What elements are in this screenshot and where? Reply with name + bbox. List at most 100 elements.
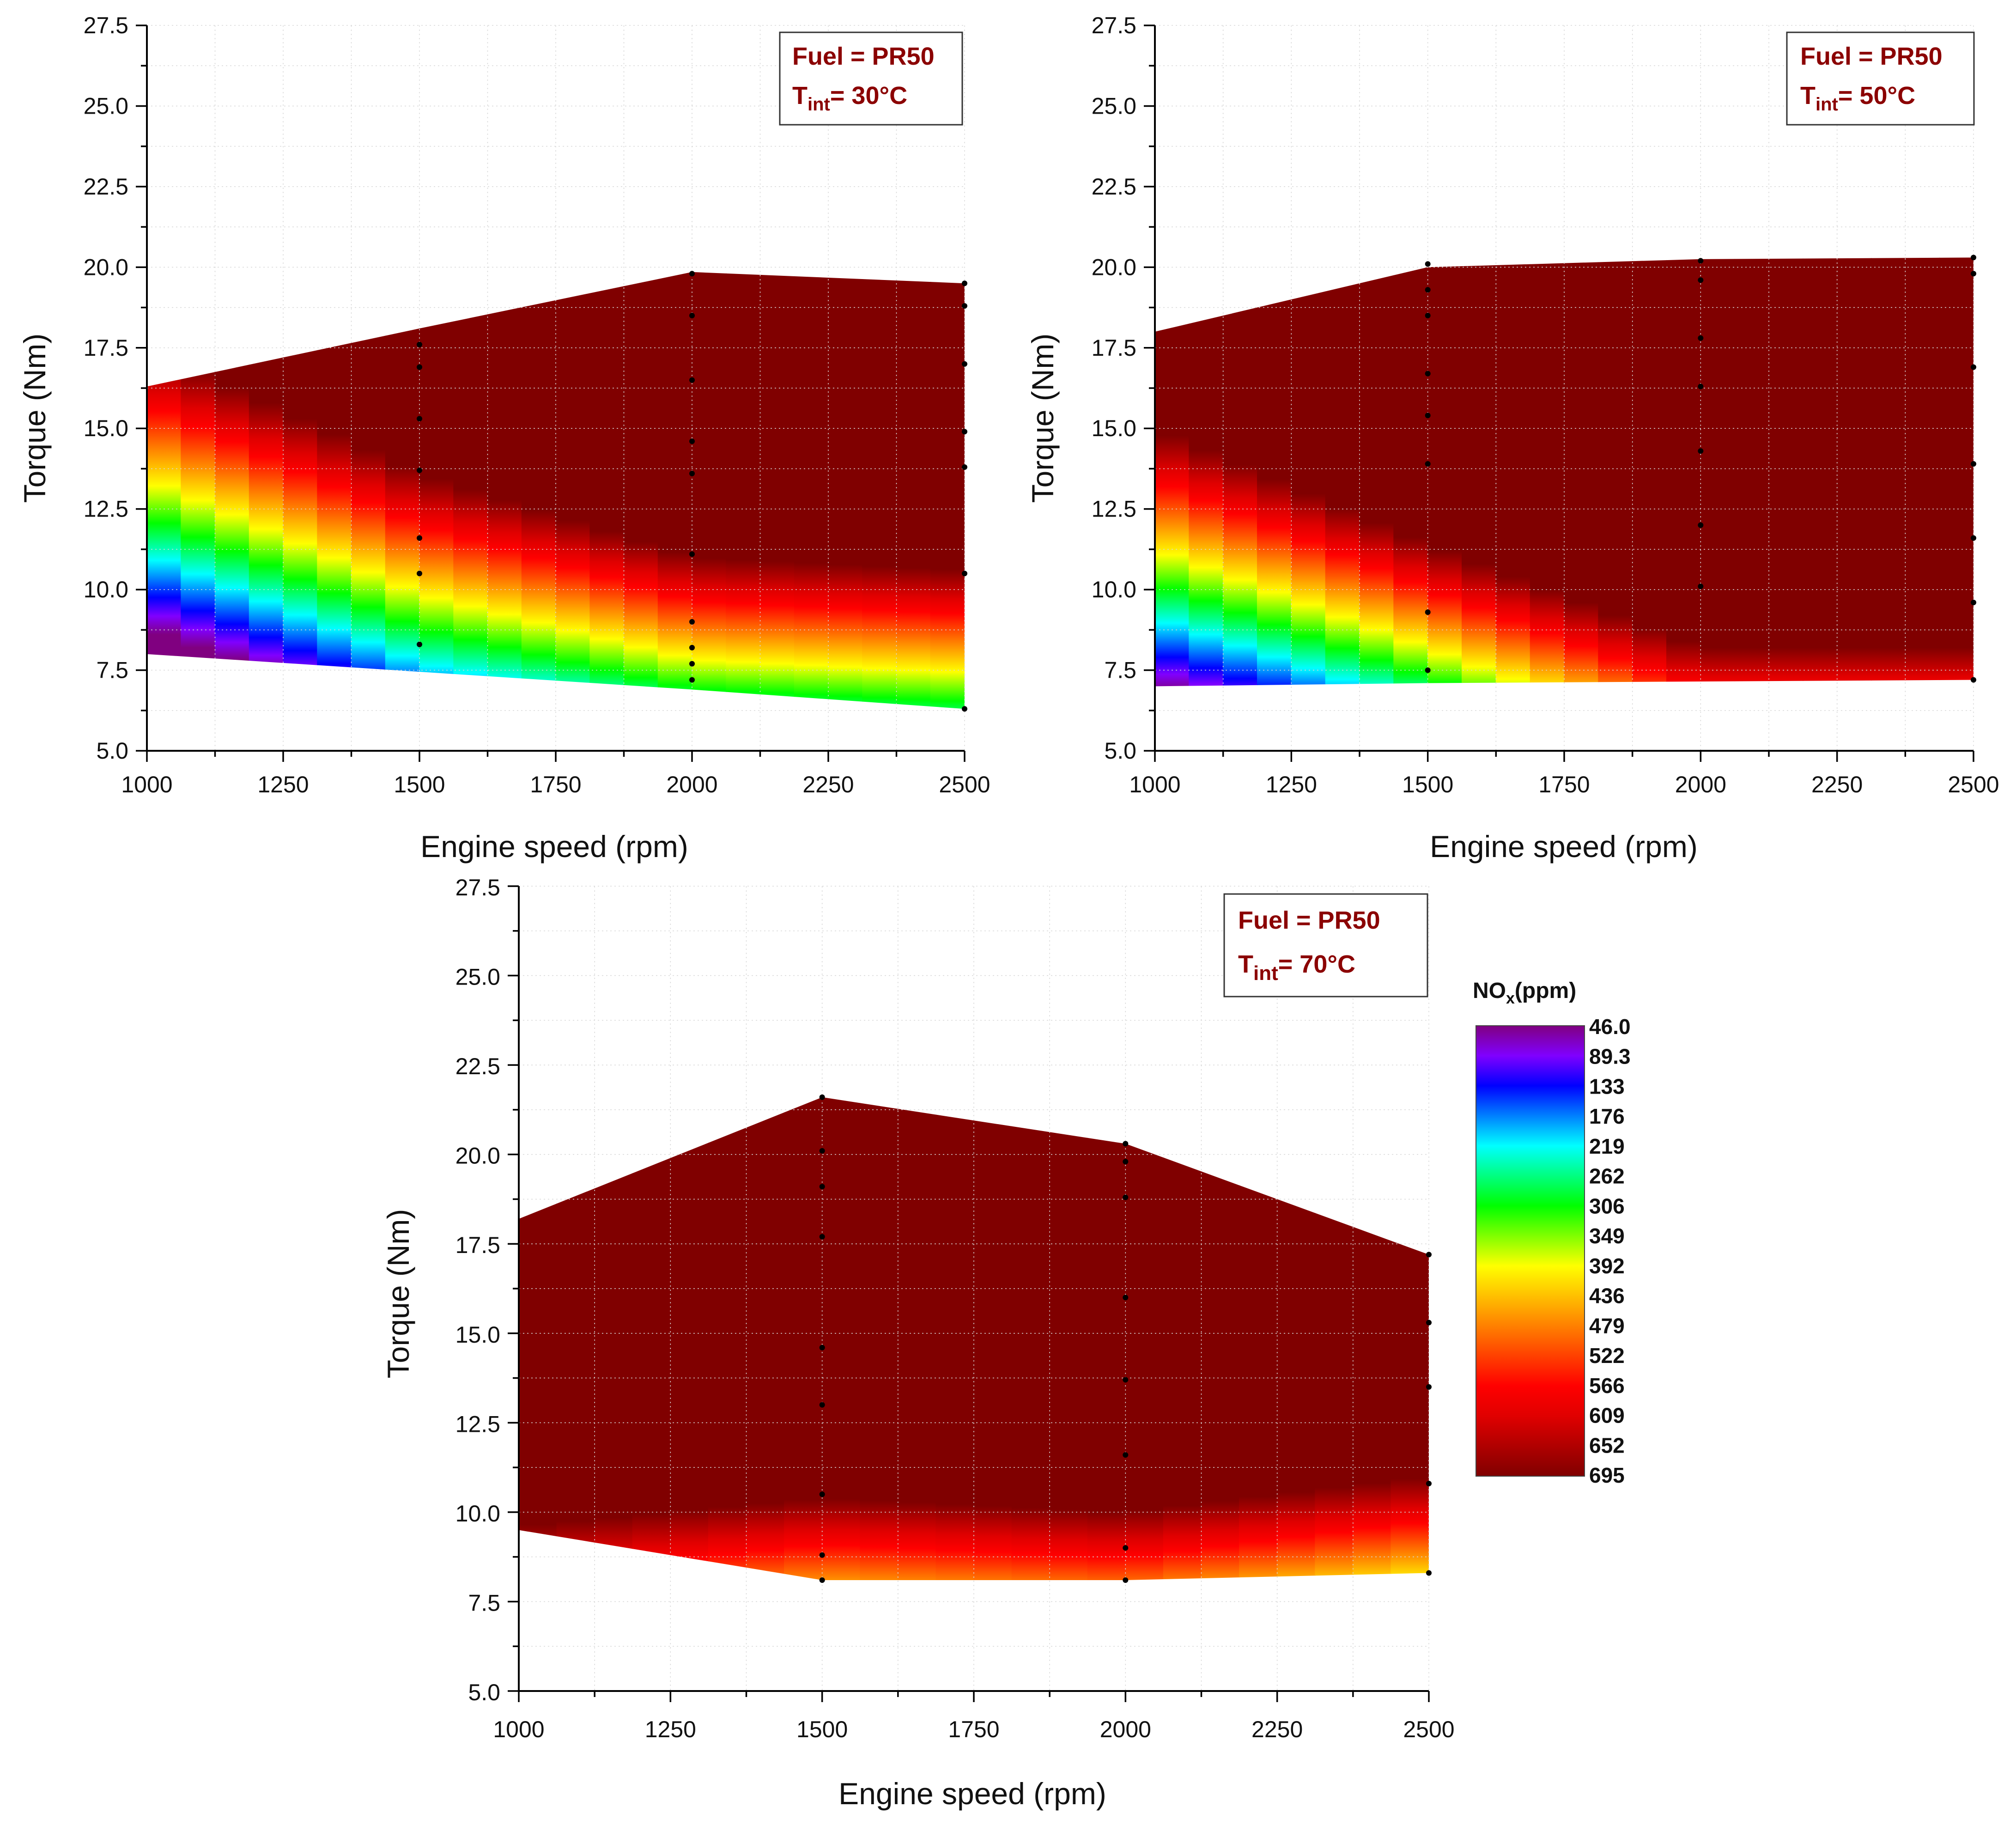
colorbar-label: 436: [1589, 1284, 1625, 1308]
data-point: [1425, 371, 1431, 377]
colorbar-label: 566: [1589, 1374, 1625, 1398]
y-tick-label: 27.5: [84, 12, 128, 38]
colorbar-title-suffix: (ppm): [1515, 979, 1576, 1003]
colorbar-label: 306: [1589, 1194, 1625, 1218]
y-tick-label: 7.5: [1104, 657, 1136, 683]
colorbar-label: 89.3: [1589, 1045, 1631, 1069]
data-point: [1425, 287, 1431, 293]
x-tick-label: 1750: [1538, 772, 1590, 797]
y-tick-label: 12.5: [1092, 496, 1136, 522]
axes: [136, 24, 965, 762]
data-point: [1971, 535, 1976, 541]
data-point: [962, 429, 967, 435]
data-point: [819, 1577, 825, 1583]
data-point: [417, 641, 422, 647]
y-tick-label: 10.0: [1092, 577, 1136, 602]
annotation-box: Fuel = PR50 Tint= 70°C: [1223, 893, 1428, 998]
x-tick-label: 1500: [796, 1716, 848, 1742]
tint-sub: int: [1816, 94, 1838, 115]
x-tick-label: 2500: [1403, 1716, 1454, 1742]
y-tick-label: 15.0: [84, 415, 128, 441]
data-point: [1698, 335, 1704, 341]
data-point: [1698, 383, 1704, 389]
y-tick-label: 5.0: [96, 738, 128, 764]
y-tick-label: 12.5: [84, 496, 128, 522]
colorbar-label: 349: [1589, 1224, 1625, 1248]
x-tick-label: 1250: [257, 772, 309, 797]
y-tick-label: 7.5: [96, 657, 128, 683]
data-point: [417, 571, 422, 577]
tint-value: = 50°C: [1838, 82, 1915, 110]
data-point: [1971, 255, 1976, 261]
y-tick-label: 25.0: [455, 964, 500, 990]
y-tick-label: 10.0: [455, 1501, 500, 1527]
data-point: [962, 571, 967, 577]
y-tick-label: 5.0: [468, 1679, 500, 1705]
axes: [1144, 24, 1974, 762]
y-tick-label: 10.0: [84, 577, 128, 602]
measurement-points: [417, 271, 967, 712]
y-tick-labels: 5.0 7.5 10.0 12.5 15.0 17.5 20.0 22.5 25.0 27.5: [455, 875, 500, 1705]
colorbar-label: 479: [1589, 1314, 1625, 1338]
colorbar-label: 46.0: [1589, 1015, 1631, 1039]
data-point: [1426, 1481, 1432, 1486]
y-tick-label: 17.5: [1092, 335, 1136, 361]
data-point: [962, 280, 967, 286]
y-axis-title: Torque (Nm): [18, 334, 52, 503]
y-tick-label: 20.0: [84, 254, 128, 280]
colorbar-title-sub: x: [1506, 990, 1515, 1007]
data-point: [819, 1552, 825, 1558]
data-point: [1425, 667, 1431, 673]
data-point: [1698, 277, 1704, 283]
y-tick-label: 20.0: [1092, 254, 1136, 280]
data-point: [1123, 1577, 1129, 1583]
tint-label: Tint= 50°C: [1800, 82, 1915, 115]
x-tick-label: 2000: [666, 772, 717, 797]
measurement-points: [819, 1094, 1432, 1583]
colorbar-label: 522: [1589, 1344, 1625, 1368]
data-point: [819, 1344, 825, 1350]
data-point: [962, 361, 967, 367]
x-tick-label: 1500: [394, 772, 445, 797]
data-point: [1425, 413, 1431, 419]
x-tick-label: 1500: [1402, 772, 1453, 797]
colorbar-label: 392: [1589, 1254, 1625, 1278]
tint-value: = 30°C: [830, 82, 907, 110]
data-point: [1426, 1320, 1432, 1326]
x-tick-label: 1250: [645, 1716, 696, 1742]
y-tick-label: 17.5: [84, 335, 128, 361]
y-tick-labels: 5.0 7.5 10.0 12.5 15.0 17.5 20.0 22.5 25.0 27.5: [1092, 12, 1136, 764]
colorbar-label: 176: [1589, 1104, 1625, 1128]
data-point: [1425, 313, 1431, 318]
colorbar-label: 695: [1589, 1463, 1625, 1487]
x-tick-label: 1000: [1129, 772, 1180, 797]
colorbar-labels: 46.0 89.3 133 176 219 262 306 349 392 436 479 522 56…: [1589, 1015, 1631, 1487]
x-tick-label: 1000: [493, 1716, 544, 1742]
tint-prefix: T: [792, 82, 808, 110]
annotation-box: Fuel = PR50 Tint= 50°C: [1786, 31, 1975, 126]
data-point: [1425, 609, 1431, 615]
fuel-label: Fuel = PR50: [792, 43, 935, 70]
data-point: [819, 1491, 825, 1497]
data-point: [1123, 1159, 1129, 1165]
x-tick-label: 2250: [1251, 1716, 1303, 1742]
y-tick-label: 17.5: [455, 1232, 500, 1258]
data-point: [417, 341, 422, 347]
data-point: [819, 1148, 825, 1154]
x-axis-title: Engine speed (rpm): [838, 1776, 1106, 1811]
annotation-box: Fuel = PR50 Tint= 30°C: [779, 31, 963, 126]
x-tick-label: 2500: [939, 772, 990, 797]
colorbar-title-prefix: NO: [1473, 979, 1506, 1003]
data-point: [1425, 461, 1431, 467]
tint-sub: int: [1253, 962, 1278, 985]
data-point: [1123, 1452, 1129, 1458]
colorbar-label: 609: [1589, 1404, 1625, 1428]
y-tick-label: 22.5: [455, 1053, 500, 1079]
axes: [508, 885, 1430, 1702]
y-axis-title: Torque (Nm): [1026, 334, 1060, 503]
data-point: [689, 645, 695, 651]
data-point: [417, 416, 422, 422]
data-point: [1971, 461, 1976, 467]
x-tick-label: 1000: [121, 772, 172, 797]
y-axis-title: Torque (Nm): [381, 1209, 415, 1379]
